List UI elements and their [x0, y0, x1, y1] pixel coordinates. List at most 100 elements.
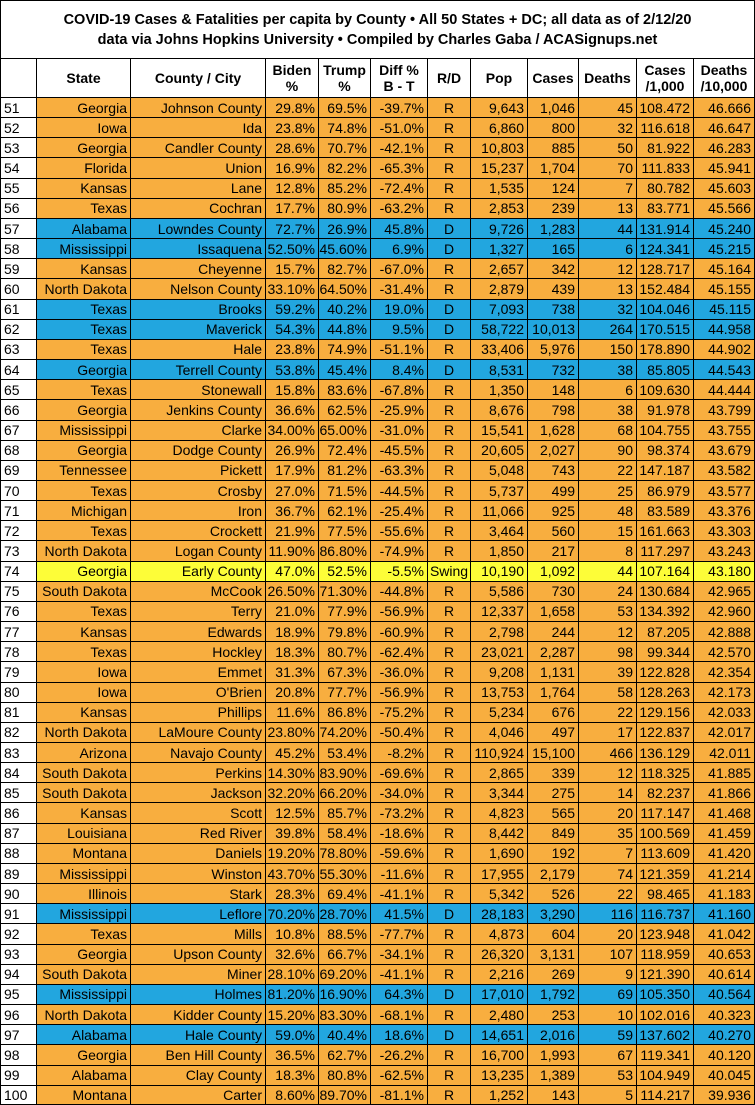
table-cell: R: [427, 721, 470, 742]
table-cell: 21.0%: [265, 600, 318, 622]
table-cell: 42.570: [693, 641, 755, 662]
table-cell: 41.214: [693, 862, 755, 884]
table-cell: 113.609: [636, 842, 693, 863]
row-number: 56: [0, 197, 36, 218]
table-cell: 67: [578, 1044, 636, 1065]
table-cell: 165: [527, 238, 578, 259]
table-cell: 23.8%: [265, 338, 318, 360]
table-cell: Montana: [36, 1084, 130, 1105]
table-cell: 119.341: [636, 1044, 693, 1065]
table-cell: 129.156: [636, 701, 693, 722]
table-cell: 170.515: [636, 318, 693, 339]
table-cell: 5,048: [470, 459, 527, 480]
table-cell: 13,753: [470, 681, 527, 702]
table-cell: 36.6%: [265, 399, 318, 420]
table-cell: 69.4%: [318, 883, 370, 904]
table-cell: 109.630: [636, 379, 693, 400]
table-cell: Mississippi: [36, 862, 130, 884]
table-cell: 45.115: [693, 298, 755, 319]
table-cell: 275: [527, 782, 578, 803]
table-cell: 497: [527, 721, 578, 742]
table-cell: -34.0%: [370, 782, 427, 803]
table-cell: 72.7%: [265, 217, 318, 239]
table-cell: 41.420: [693, 842, 755, 863]
table-cell: 80.782: [636, 177, 693, 198]
table-cell: 59.2%: [265, 298, 318, 319]
header-cell: Pop: [470, 58, 527, 97]
table-cell: 3,464: [470, 520, 527, 541]
table-cell: 74: [578, 862, 636, 884]
title-line: COVID-19 Cases & Fatalities per capita b…: [63, 11, 692, 28]
table-cell: 18.3%: [265, 641, 318, 662]
table-cell: -73.2%: [370, 802, 427, 823]
table-cell: D: [427, 1024, 470, 1045]
table-cell: Lane: [130, 177, 265, 198]
row-number: 75: [0, 580, 36, 601]
table-cell: Terry: [130, 600, 265, 622]
table-row: 91 Mississippi Leflore 70.20% 28.70% 41.5% D 28…: [0, 903, 755, 924]
table-row: 100 Montana Carter 8.60% 89.70% -81.1% R 1,252 1…: [0, 1084, 755, 1105]
table-cell: 2,879: [470, 278, 527, 299]
table-cell: -51.0%: [370, 117, 427, 138]
table-cell: Edwards: [130, 621, 265, 642]
table-cell: Emmet: [130, 661, 265, 682]
table-cell: 15,237: [470, 157, 527, 178]
table-cell: 244: [527, 621, 578, 642]
table-cell: 86.8%: [318, 701, 370, 722]
table-cell: Georgia: [36, 359, 130, 380]
table-cell: 80.8%: [318, 1064, 370, 1085]
table-cell: 116: [578, 903, 636, 924]
table-cell: 43.755: [693, 419, 755, 440]
table-cell: 43.303: [693, 520, 755, 541]
table-cell: 676: [527, 701, 578, 722]
row-number: 79: [0, 661, 36, 682]
table-row: 86 Kansas Scott 12.5% 85.7% -73.2% R 4,823 565 20…: [0, 802, 755, 823]
table-cell: 43.582: [693, 459, 755, 480]
table-cell: 44: [578, 217, 636, 239]
table-cell: 72.4%: [318, 439, 370, 460]
table-row: 97 Alabama Hale County 59.0% 40.4% 18.6% D 14,6…: [0, 1024, 755, 1045]
table-cell: -8.2%: [370, 742, 427, 763]
table-row: 84 South Dakota Perkins 14.30% 83.90% -69.6% R…: [0, 762, 755, 783]
table-cell: 104.046: [636, 298, 693, 319]
table-cell: 46.647: [693, 117, 755, 138]
table-cell: 1,327: [470, 238, 527, 259]
table-row: 85 South Dakota Jackson 32.20% 66.20% -34.0% R…: [0, 782, 755, 803]
table-cell: 41.042: [693, 923, 755, 944]
table-cell: 42.960: [693, 600, 755, 622]
table: State County / City Biden % Trump % Diff % B…: [0, 58, 755, 1105]
table-cell: Alabama: [36, 217, 130, 239]
table-cell: 104.949: [636, 1064, 693, 1085]
table-cell: Swing: [427, 560, 470, 581]
table-cell: 40.4%: [318, 1024, 370, 1045]
table-cell: Tennessee: [36, 459, 130, 480]
table-cell: 41.468: [693, 802, 755, 823]
table-row: 74 Georgia Early County 47.0% 52.5% -5.5% Swin…: [0, 560, 755, 581]
table-cell: 4,823: [470, 802, 527, 823]
header-cell: Cases: [527, 58, 578, 97]
header-cell: Deaths: [578, 58, 636, 97]
table-cell: 43.577: [693, 479, 755, 501]
table-cell: -26.2%: [370, 1044, 427, 1065]
table-cell: -59.6%: [370, 842, 427, 863]
table-cell: Texas: [36, 298, 130, 319]
table-cell: 107.164: [636, 560, 693, 581]
row-number: 66: [0, 399, 36, 420]
table-cell: 74.9%: [318, 338, 370, 360]
table-cell: -25.9%: [370, 399, 427, 420]
table-cell: 123.948: [636, 923, 693, 944]
row-number: 89: [0, 862, 36, 884]
table-cell: 20,605: [470, 439, 527, 460]
table-cell: Crosby: [130, 479, 265, 501]
table-cell: 11,066: [470, 500, 527, 521]
row-number: 55: [0, 177, 36, 198]
table-cell: 44.543: [693, 359, 755, 380]
table-cell: North Dakota: [36, 278, 130, 299]
table-cell: 19.0%: [370, 298, 427, 319]
table-cell: 22: [578, 701, 636, 722]
table-cell: -44.5%: [370, 479, 427, 501]
table-cell: 1,092: [527, 560, 578, 581]
table-row: 59 Kansas Cheyenne 15.7% 82.7% -67.0% R 2,657 34…: [0, 258, 755, 279]
table-cell: 74.8%: [318, 117, 370, 138]
table-cell: 1,350: [470, 379, 527, 400]
